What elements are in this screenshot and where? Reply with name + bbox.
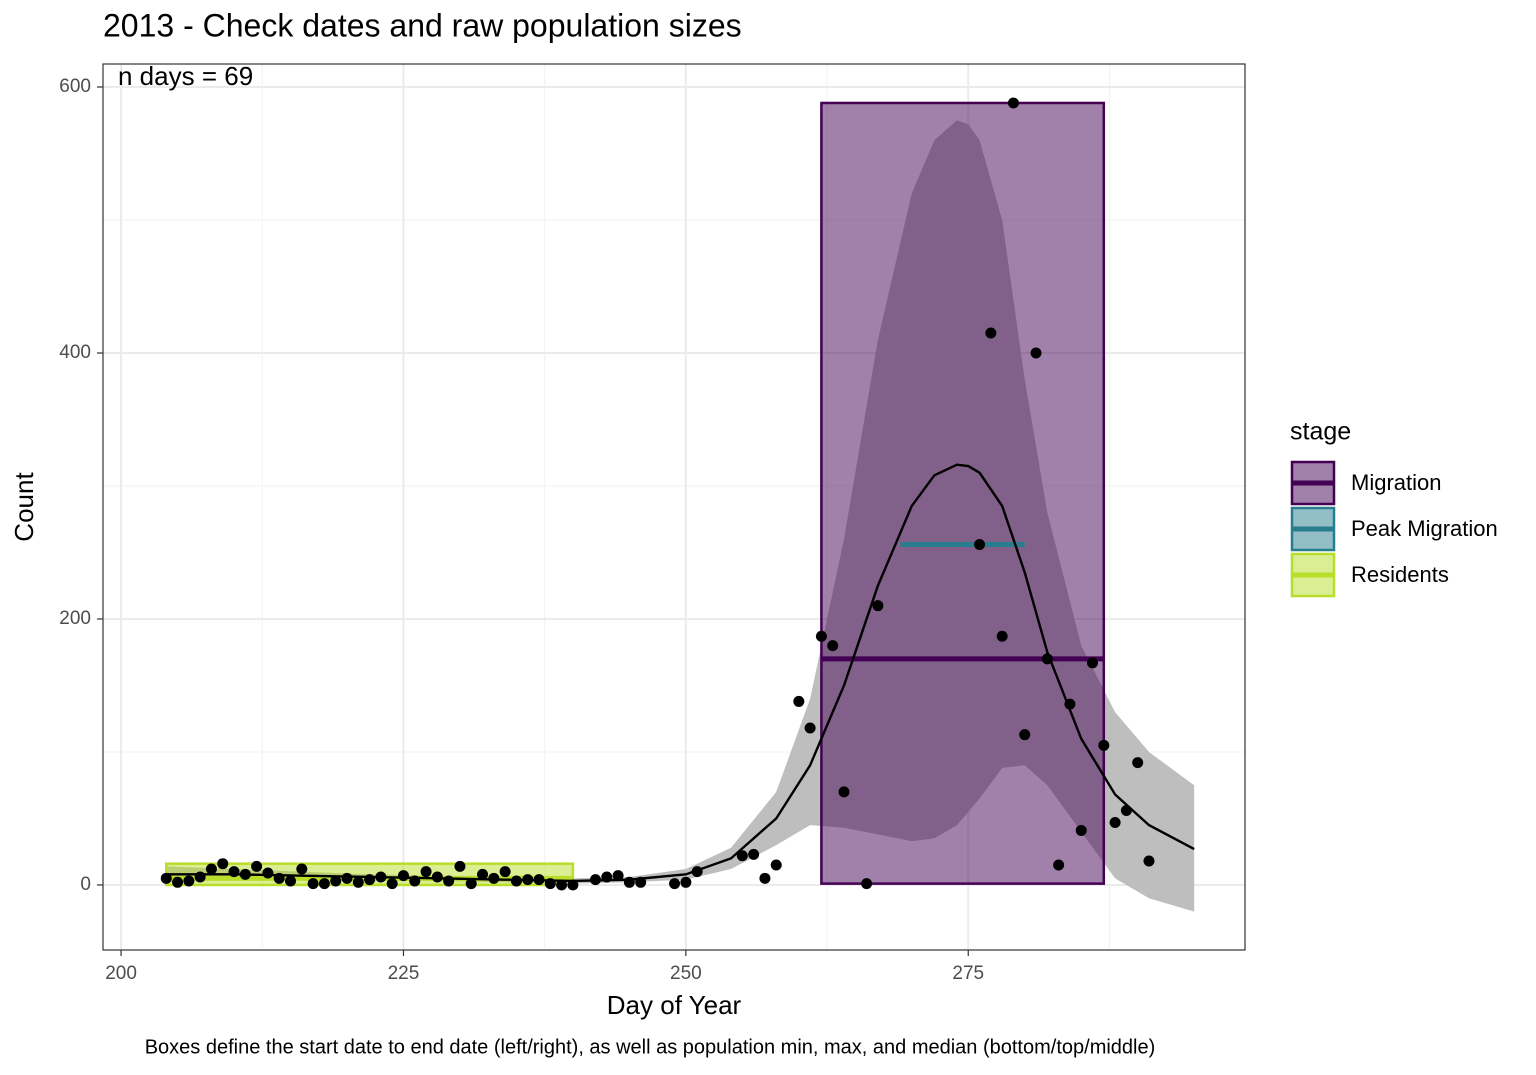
legend-label: Residents <box>1351 562 1449 587</box>
x-tick-label: 275 <box>952 963 984 984</box>
point <box>510 875 522 887</box>
point <box>1109 816 1121 828</box>
point <box>770 859 782 871</box>
point <box>194 871 206 883</box>
x-tick-label: 200 <box>105 963 137 984</box>
point <box>793 695 805 707</box>
point <box>589 874 601 886</box>
point <box>183 875 195 887</box>
legend-label: Migration <box>1351 470 1441 495</box>
point <box>488 872 500 884</box>
panel-border <box>102 63 1246 951</box>
point <box>228 866 240 878</box>
y-tick-label: 600 <box>59 76 91 97</box>
point <box>1098 739 1110 751</box>
point <box>1030 347 1042 359</box>
y-axis-title: Count <box>9 472 39 542</box>
point <box>296 863 308 875</box>
y-tick-label: 200 <box>59 608 91 629</box>
point <box>172 876 184 888</box>
point <box>330 875 342 887</box>
point <box>409 875 421 887</box>
point <box>386 878 398 890</box>
point <box>736 850 748 862</box>
annotation: n days = 69 <box>118 61 253 91</box>
point <box>352 876 364 888</box>
point <box>556 879 568 891</box>
legend-title: stage <box>1290 418 1351 446</box>
point <box>1064 698 1076 710</box>
y-tick-label: 400 <box>59 342 91 363</box>
point <box>838 786 850 798</box>
point <box>217 858 229 870</box>
point <box>273 872 285 884</box>
point <box>397 870 409 882</box>
point <box>827 640 839 652</box>
point <box>759 872 771 884</box>
stage-box <box>820 101 1106 885</box>
point <box>1053 859 1065 871</box>
point <box>635 876 647 888</box>
point <box>522 874 534 886</box>
point <box>996 630 1008 642</box>
point <box>544 878 556 890</box>
point <box>680 876 692 888</box>
x-tick-label: 250 <box>670 963 702 984</box>
point <box>443 875 455 887</box>
point <box>612 870 624 882</box>
point <box>420 866 432 878</box>
point <box>499 866 511 878</box>
point <box>364 874 376 886</box>
y-tick-label: 0 <box>80 874 91 895</box>
point <box>815 630 827 642</box>
point <box>1019 729 1031 741</box>
point <box>1007 97 1019 109</box>
x-axis-title: Day of Year <box>607 990 742 1020</box>
point <box>375 871 387 883</box>
point <box>341 872 353 884</box>
point <box>307 878 319 890</box>
point <box>567 879 579 891</box>
point <box>748 848 760 860</box>
point <box>861 878 873 890</box>
point <box>431 871 443 883</box>
point <box>205 863 217 875</box>
point <box>985 327 997 339</box>
point <box>804 722 816 734</box>
point <box>1041 653 1053 665</box>
point <box>1132 757 1144 769</box>
point <box>454 860 466 872</box>
point <box>251 860 263 872</box>
point <box>872 600 884 612</box>
point <box>1120 804 1132 816</box>
point <box>533 874 545 886</box>
point <box>1143 855 1155 867</box>
legend-label: Peak Migration <box>1351 516 1498 541</box>
caption: Boxes define the start date to end date … <box>145 1036 1156 1058</box>
point <box>1087 657 1099 669</box>
point <box>623 876 635 888</box>
point <box>601 871 613 883</box>
point <box>465 878 477 890</box>
point <box>262 867 274 879</box>
point <box>669 878 681 890</box>
point <box>160 872 172 884</box>
point <box>318 878 330 890</box>
point <box>239 868 251 880</box>
point <box>1075 824 1087 836</box>
x-tick-label: 225 <box>388 963 420 984</box>
plot-panel <box>103 64 1245 950</box>
point <box>477 868 489 880</box>
point <box>974 539 986 551</box>
point <box>285 875 297 887</box>
point <box>691 866 703 878</box>
chart-title: 2013 - Check dates and raw population si… <box>103 7 742 43</box>
